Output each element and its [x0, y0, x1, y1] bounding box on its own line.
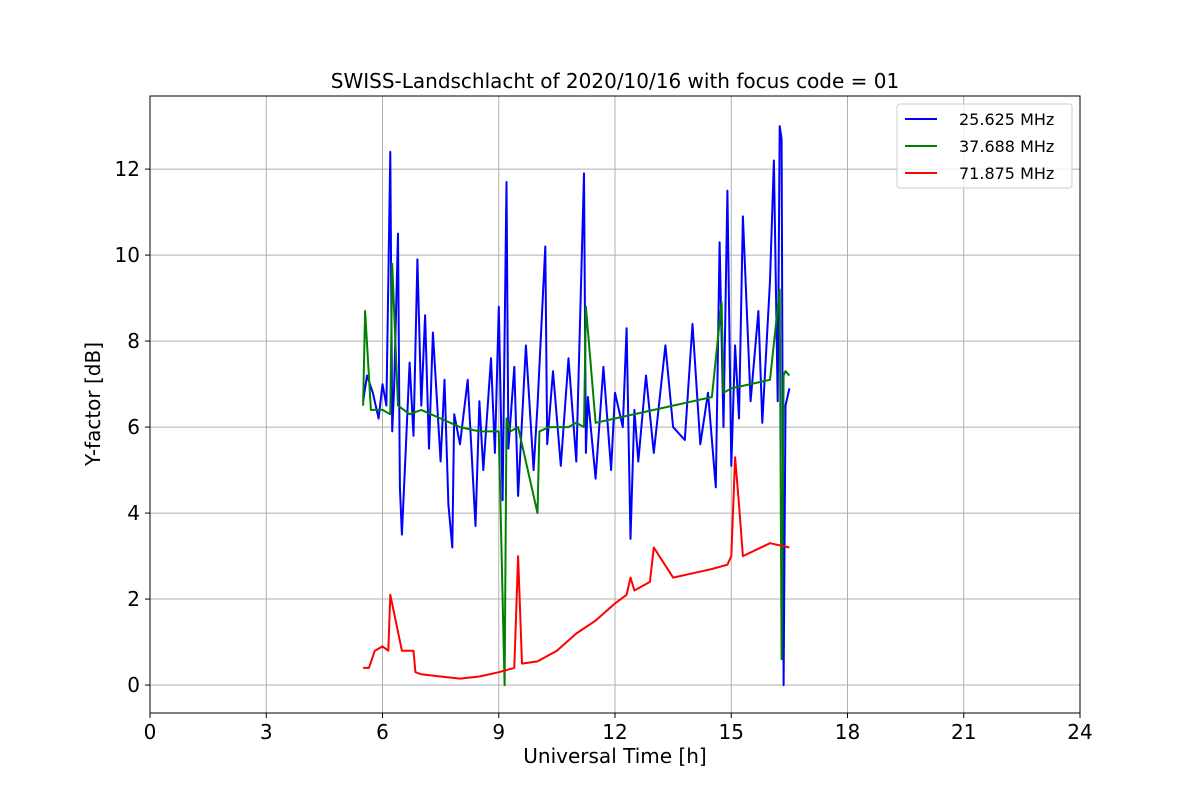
x-tick-label: 3: [260, 720, 273, 744]
series-line-3: [363, 456, 790, 680]
x-tick-label: 24: [1067, 720, 1092, 744]
x-tick-label: 9: [492, 720, 505, 744]
legend-label-2: 37.688 MHz: [959, 137, 1054, 156]
y-tick-label: 8: [127, 329, 140, 353]
y-tick-label: 4: [127, 501, 140, 525]
legend-box: [896, 103, 1073, 189]
legend-label-3: 71.875 MHz: [959, 164, 1054, 183]
x-tick-label: 18: [835, 720, 860, 744]
series-line-2: [362, 262, 791, 687]
x-tick-label: 12: [602, 720, 627, 744]
y-tick-label: 6: [127, 415, 140, 439]
y-tick-label: 12: [115, 157, 140, 181]
series-line-1: [362, 125, 791, 687]
x-tick-label: 15: [719, 720, 744, 744]
y-tick-label: 0: [127, 673, 140, 697]
x-tick-label: 21: [951, 720, 976, 744]
y-tick-label: 10: [115, 243, 140, 267]
plot-area: [362, 125, 791, 687]
y-axis-label: Y-factor [dB]: [81, 342, 105, 467]
legend: 25.625 MHz 37.688 MHz 71.875 MHz: [896, 103, 1073, 189]
y-tick-label: 2: [127, 587, 140, 611]
series-layer: [362, 125, 791, 687]
legend-label-1: 25.625 MHz: [959, 110, 1054, 129]
x-tick-label: 6: [376, 720, 389, 744]
x-tick-label: 0: [144, 720, 157, 744]
chart-title: SWISS-Landschlacht of 2020/10/16 with fo…: [331, 69, 899, 93]
x-axis-label: Universal Time [h]: [523, 744, 706, 768]
